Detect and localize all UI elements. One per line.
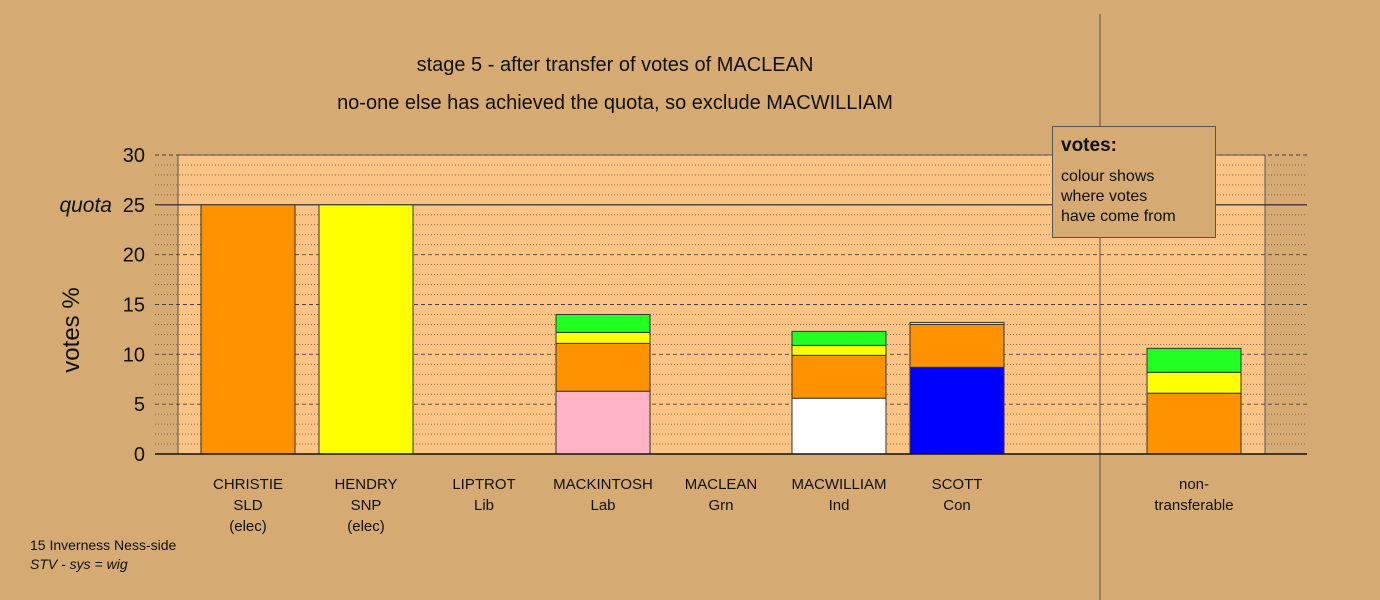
bar-segment xyxy=(909,366,1005,455)
y-tick-label: 0 xyxy=(134,444,145,466)
bar-segment xyxy=(318,204,414,455)
candidate-party: Lab xyxy=(590,497,616,514)
candidate-label: MACLEAN Grn xyxy=(651,474,791,516)
legend-line: colour shows xyxy=(1061,168,1155,185)
y-tick-label: 30 xyxy=(123,145,145,167)
y-tick-label: 10 xyxy=(123,344,145,366)
candidate-label: SCOTT Con xyxy=(887,474,1027,516)
candidate-name: non- xyxy=(1178,476,1210,493)
y-tick-label: 15 xyxy=(123,295,145,317)
candidate-party: Grn xyxy=(708,497,734,514)
candidate-status: (elec) xyxy=(347,518,385,535)
candidate-label: MACWILLIAM Ind xyxy=(769,474,909,516)
candidate-name: SCOTT xyxy=(931,476,983,493)
candidate-name: HENDRY xyxy=(334,476,398,493)
candidate-name: CHRISTIE xyxy=(212,476,283,493)
legend-title: votes: xyxy=(1061,135,1117,156)
candidate-party: transferable xyxy=(1154,497,1234,514)
legend-box: votes: colour shows where votes have com… xyxy=(1052,126,1216,238)
legend-line: have come from xyxy=(1061,208,1176,225)
bar-segment xyxy=(909,321,1005,325)
candidate-label: HENDRY SNP (elec) xyxy=(296,474,436,537)
bar-segment xyxy=(555,331,651,344)
bar-segment xyxy=(555,390,651,455)
bar-segment xyxy=(1146,371,1242,394)
bar-segment xyxy=(791,344,887,356)
bar-segment xyxy=(1146,392,1242,455)
candidate-party: Ind xyxy=(828,497,850,514)
y-tick-label: 25 xyxy=(123,195,145,217)
bar-segment xyxy=(555,313,651,333)
ward-name: 15 Inverness Ness-side xyxy=(30,537,177,553)
chart-title: stage 5 - after transfer of votes of MAC… xyxy=(416,54,814,76)
candidate-party: Lib xyxy=(473,497,495,514)
y-tick-label: 5 xyxy=(134,394,145,416)
candidate-name: MACLEAN xyxy=(684,476,758,493)
candidate-label: LIPTROT Lib xyxy=(414,474,554,516)
legend-line: where votes xyxy=(1061,188,1148,205)
bar-segment xyxy=(200,204,296,455)
system-note: STV - sys = wig xyxy=(30,556,128,572)
bar-segment xyxy=(791,397,887,455)
y-tick-label: 20 xyxy=(123,245,145,267)
y-axis-label: votes % xyxy=(58,287,85,373)
bar-segment xyxy=(909,323,1005,368)
candidate-party: Con xyxy=(943,497,971,514)
candidate-label: CHRISTIE SLD (elec) xyxy=(178,474,318,537)
chart-subtitle: no-one else has achieved the quota, so e… xyxy=(337,92,893,114)
candidate-name: LIPTROT xyxy=(452,476,516,493)
candidate-party: SLD xyxy=(233,497,263,514)
quota-label: quota xyxy=(59,194,112,217)
bar-segment xyxy=(555,342,651,392)
candidate-label: MACKINTOSH Lab xyxy=(533,474,673,516)
bar-segment xyxy=(1146,347,1242,373)
bar-segment xyxy=(791,330,887,346)
candidate-name: MACWILLIAM xyxy=(791,476,887,493)
bar-segment xyxy=(791,354,887,399)
candidate-label: non-transferable xyxy=(1124,474,1264,516)
candidate-party: SNP xyxy=(350,497,382,514)
candidate-status: (elec) xyxy=(229,518,267,535)
candidate-name: MACKINTOSH xyxy=(553,476,653,493)
